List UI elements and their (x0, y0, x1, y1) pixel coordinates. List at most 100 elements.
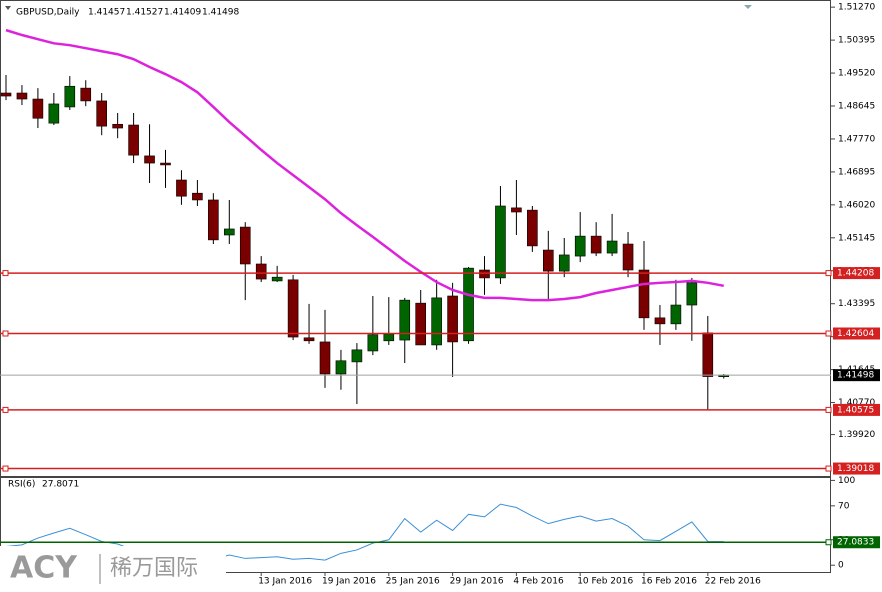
y-tick-label: 1.49520 (838, 69, 875, 79)
candle-body (415, 302, 427, 346)
y-tick-label: 1.46020 (838, 200, 875, 210)
level-label-box (833, 403, 880, 416)
main-panel-frame (0, 0, 831, 477)
level-label: 1.42604 (837, 329, 874, 339)
x-tick-label: 25 Jan 2016 (386, 577, 440, 587)
y-tick-label: 0 (838, 561, 844, 571)
candle-body (463, 267, 474, 342)
candle-body (224, 228, 235, 236)
candle-body (511, 207, 522, 213)
candle-body (128, 124, 139, 156)
candle-body (64, 85, 76, 108)
level-label: 27.0833 (837, 538, 874, 548)
candle-body (192, 192, 203, 201)
level-label-box (833, 267, 880, 280)
x-tick-label: 16 Feb 2016 (641, 577, 697, 587)
candle-body (96, 100, 107, 127)
low-value: 1.41409 (164, 8, 201, 18)
candle-body (208, 199, 219, 241)
candle-body (527, 209, 538, 247)
watermark-bg (0, 546, 226, 592)
candle-body (32, 98, 44, 119)
level-anchor (825, 539, 832, 546)
level-label-box (833, 462, 880, 475)
candle-body (239, 226, 251, 265)
level-anchor (2, 270, 9, 277)
candle-body (255, 263, 267, 280)
candle-body (622, 243, 634, 271)
last-price-box (833, 369, 880, 382)
y-tick-label: 100 (838, 476, 855, 486)
candle-body (80, 87, 92, 102)
candle-body (0, 92, 12, 97)
watermark-name: 稀万国际 (110, 556, 198, 581)
candle-body (686, 282, 698, 306)
candle-body (16, 92, 28, 100)
candle-body (351, 349, 363, 363)
level-label-box (833, 536, 880, 549)
open-value: 1.41457 (88, 8, 125, 18)
candle-body (574, 235, 586, 257)
watermark-brand: ACY (10, 551, 78, 586)
level-anchor (2, 406, 9, 413)
candle-body (431, 297, 442, 346)
close-value: 1.41498 (202, 8, 239, 18)
candle-body (702, 332, 714, 377)
candle-body (367, 334, 379, 352)
moving-average (5, 28, 724, 302)
y-tick-label: 1.45145 (838, 233, 875, 243)
candle-body (287, 279, 299, 338)
level-anchor (825, 406, 832, 413)
candle-body (654, 317, 666, 325)
x-tick-label: 13 Jan 2016 (258, 577, 312, 587)
candle-body (176, 179, 187, 197)
candle-body (670, 304, 682, 325)
candle-body (590, 235, 602, 254)
candle-body (335, 360, 347, 375)
x-tick-label: 29 Jan 2016 (450, 577, 504, 587)
rsi-value: 27.8071 (42, 480, 79, 490)
y-tick-label: 1.47770 (838, 134, 875, 144)
rsi-panel-frame (0, 477, 831, 573)
level-anchor (2, 330, 9, 337)
high-value: 1.41527 (126, 8, 163, 18)
candle-body (48, 103, 60, 124)
last-price-label: 1.41498 (837, 371, 874, 381)
x-tick-label: 4 Feb 2016 (513, 577, 564, 587)
level-anchor (2, 465, 9, 472)
level-label: 1.39018 (837, 464, 874, 474)
y-tick-label: 1.46895 (838, 167, 875, 177)
level-label: 1.40575 (837, 405, 874, 415)
level-anchor (825, 465, 832, 472)
candle-body (558, 254, 570, 272)
candle-body (479, 269, 490, 279)
y-tick-label: 1.48645 (838, 102, 875, 112)
candle-body (542, 249, 554, 272)
candle-body (303, 337, 315, 342)
candle-body (144, 155, 155, 164)
y-tick-label: 1.43395 (838, 299, 875, 309)
candle-body (447, 295, 458, 343)
level-label: 1.44208 (837, 269, 874, 279)
candle-body (638, 269, 650, 319)
x-tick-label: 19 Jan 2016 (322, 577, 376, 587)
candle-body (319, 341, 331, 375)
x-tick-label: 10 Feb 2016 (577, 577, 633, 587)
y-tick-label: 1.51270 (838, 3, 875, 13)
level-label-box (833, 327, 880, 340)
menu-icon (5, 6, 11, 10)
candle-body (112, 123, 123, 129)
candle-body (495, 205, 506, 279)
x-tick-label: 22 Feb 2016 (705, 577, 761, 587)
level-anchor (825, 330, 832, 337)
candle-body (160, 162, 171, 166)
shift-marker (744, 5, 752, 9)
level-anchor (825, 270, 832, 277)
y-tick-label: 1.50395 (838, 36, 875, 46)
y-tick-label: 1.39920 (838, 430, 875, 440)
candle-body (271, 276, 283, 282)
symbol-title: GBPUSD,Daily (16, 8, 80, 18)
